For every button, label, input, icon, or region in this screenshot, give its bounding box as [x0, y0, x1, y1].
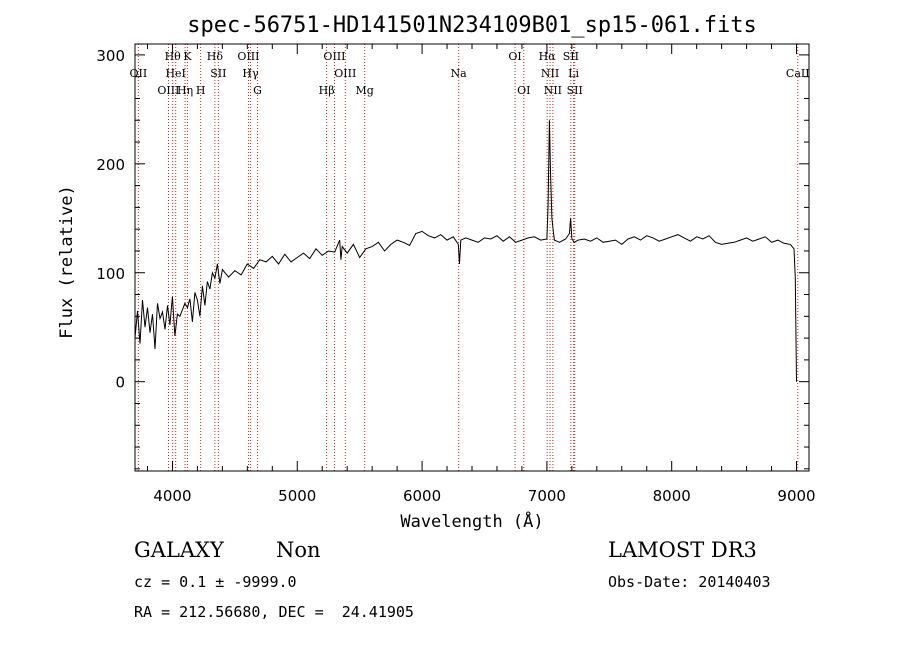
line-label: OIII	[334, 67, 356, 80]
line-label: Hη	[177, 84, 193, 97]
plot-frame	[134, 43, 810, 472]
spectrum-line	[134, 120, 797, 382]
x-tick-label: 8000	[653, 487, 691, 505]
x-tick-label: 5000	[278, 487, 316, 505]
y-tick-label: 300	[96, 47, 125, 65]
line-label: Hδ	[207, 50, 224, 63]
line-label: OI	[508, 50, 521, 63]
redshift-cz: cz = 0.1 ± -9999.0	[134, 573, 297, 591]
y-tick-label: 200	[96, 156, 125, 174]
line-label: OII	[130, 67, 148, 80]
x-tick-label: 7000	[528, 487, 566, 505]
line-label: Hβ	[319, 84, 335, 97]
line-label: Hθ	[165, 50, 182, 63]
y-tick-label: 100	[96, 265, 125, 283]
line-label: Mg	[356, 84, 374, 97]
line-label: H	[196, 84, 206, 97]
x-tick-label: 6000	[403, 487, 441, 505]
line-label: Li	[568, 67, 579, 80]
x-tick-label: 9000	[777, 487, 815, 505]
chart-title: spec-56751-HD141501N234109B01_sp15-061.f…	[187, 13, 757, 38]
line-label: G	[253, 84, 262, 97]
object-class: GALAXY	[134, 538, 224, 562]
line-label: Na	[451, 67, 468, 80]
line-label: OIII	[323, 50, 345, 63]
line-label: Hα	[539, 50, 557, 63]
survey-name: LAMOST DR3	[608, 538, 757, 562]
y-tick-label: 0	[115, 374, 125, 392]
line-label: SII	[210, 67, 226, 80]
line-label: OIII	[237, 50, 259, 63]
line-label: SII	[563, 50, 579, 63]
ra-dec-coordinates: RA = 212.56680, DEC = 24.41905	[134, 603, 414, 621]
line-label: K	[183, 50, 192, 63]
x-axis-label: Wavelength (Å)	[400, 510, 543, 532]
axis-ticks: 4000 5000 6000 7000 8000 9000 0 100 200 300	[96, 44, 816, 505]
line-label: OIII	[157, 84, 179, 97]
x-tick-label: 4000	[153, 487, 191, 505]
line-label: SII	[567, 84, 583, 97]
object-subclass: Non	[276, 538, 321, 562]
line-label: Hγ	[242, 67, 259, 80]
y-axis-label: Flux (relative)	[57, 185, 77, 339]
line-label: NII	[541, 67, 559, 80]
emission-line-markers	[137, 44, 799, 471]
observation-date: Obs-Date: 20140403	[608, 573, 771, 591]
line-label: CaII	[786, 67, 810, 80]
line-label: HeI	[165, 67, 185, 80]
line-label: NII	[544, 84, 562, 97]
line-label: OI	[517, 84, 530, 97]
